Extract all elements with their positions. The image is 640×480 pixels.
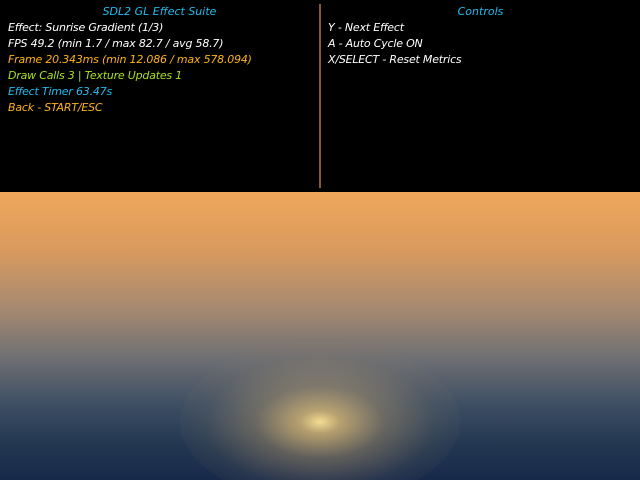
sun-glow <box>180 342 460 480</box>
effect-timer-text: Effect Timer 63.47s <box>8 85 113 98</box>
controls-panel-title: Controls <box>457 5 504 18</box>
auto-cycle-control: A - Auto Cycle ON <box>328 37 423 50</box>
fps-stats-text: FPS 49.2 (min 1.7 / max 82.7 / avg 58.7) <box>8 37 224 50</box>
next-effect-control: Y - Next Effect <box>328 21 404 34</box>
effect-render-area <box>0 192 640 480</box>
controls-panel: Controls Y - Next Effect A - Auto Cycle … <box>321 0 640 192</box>
back-hint-text: Back - START/ESC <box>8 101 103 114</box>
stats-panel-title: SDL2 GL Effect Suite <box>102 5 217 18</box>
panel-divider <box>319 4 321 188</box>
draw-calls-text: Draw Calls 3 | Texture Updates 1 <box>8 69 183 82</box>
stats-panel: SDL2 GL Effect Suite Effect: Sunrise Gra… <box>0 0 319 192</box>
effect-name-text: Effect: Sunrise Gradient (1/3) <box>8 21 164 34</box>
frame-time-text: Frame 20.343ms (min 12.086 / max 578.094… <box>8 53 252 66</box>
reset-metrics-control: X/SELECT - Reset Metrics <box>328 53 462 66</box>
hud-overlay: SDL2 GL Effect Suite Effect: Sunrise Gra… <box>0 0 640 192</box>
